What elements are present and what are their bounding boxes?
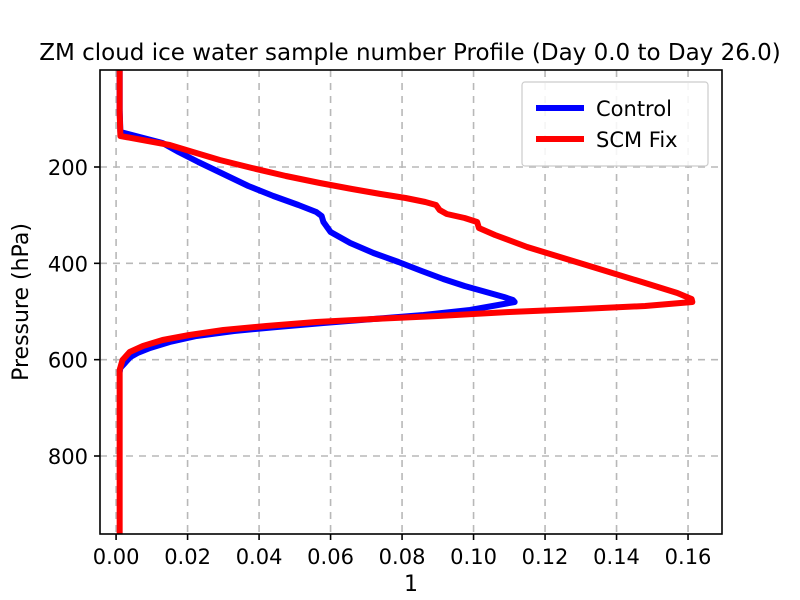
x-axis-label: 1 [404,572,418,597]
y-tick-label: 800 [48,445,88,469]
legend-label-control: Control [596,97,672,121]
x-tick-label: 0.12 [522,545,569,569]
y-tick-label: 200 [48,156,88,180]
plot-frame [99,69,723,535]
legend-label-scm-fix: SCM Fix [596,128,678,152]
x-tick-label: 0.06 [307,545,354,569]
chart-legend[interactable]: Control SCM Fix [521,81,709,167]
series-line-scm-fix [116,70,696,534]
chart-title: ZM cloud ice water sample number Profile… [39,40,781,66]
y-tick-label: 400 [48,252,88,276]
y-tick-label: 600 [48,349,88,373]
x-tick-label: 0.14 [593,545,640,569]
x-tick-label: 0.00 [93,545,140,569]
x-tick-label: 0.02 [164,545,211,569]
series-layer [116,70,696,534]
x-tick-label: 0.08 [379,545,426,569]
x-tick-label: 0.10 [450,545,497,569]
y-axis-label: Pressure (hPa) [9,223,34,381]
legend-box [521,81,709,167]
x-tick-label: 0.04 [236,545,283,569]
tick-layer: 0.00 0.02 0.04 0.06 0.08 0.10 0.12 0.14 0.16 200 4… [48,156,712,569]
x-tick-label: 0.16 [665,545,712,569]
